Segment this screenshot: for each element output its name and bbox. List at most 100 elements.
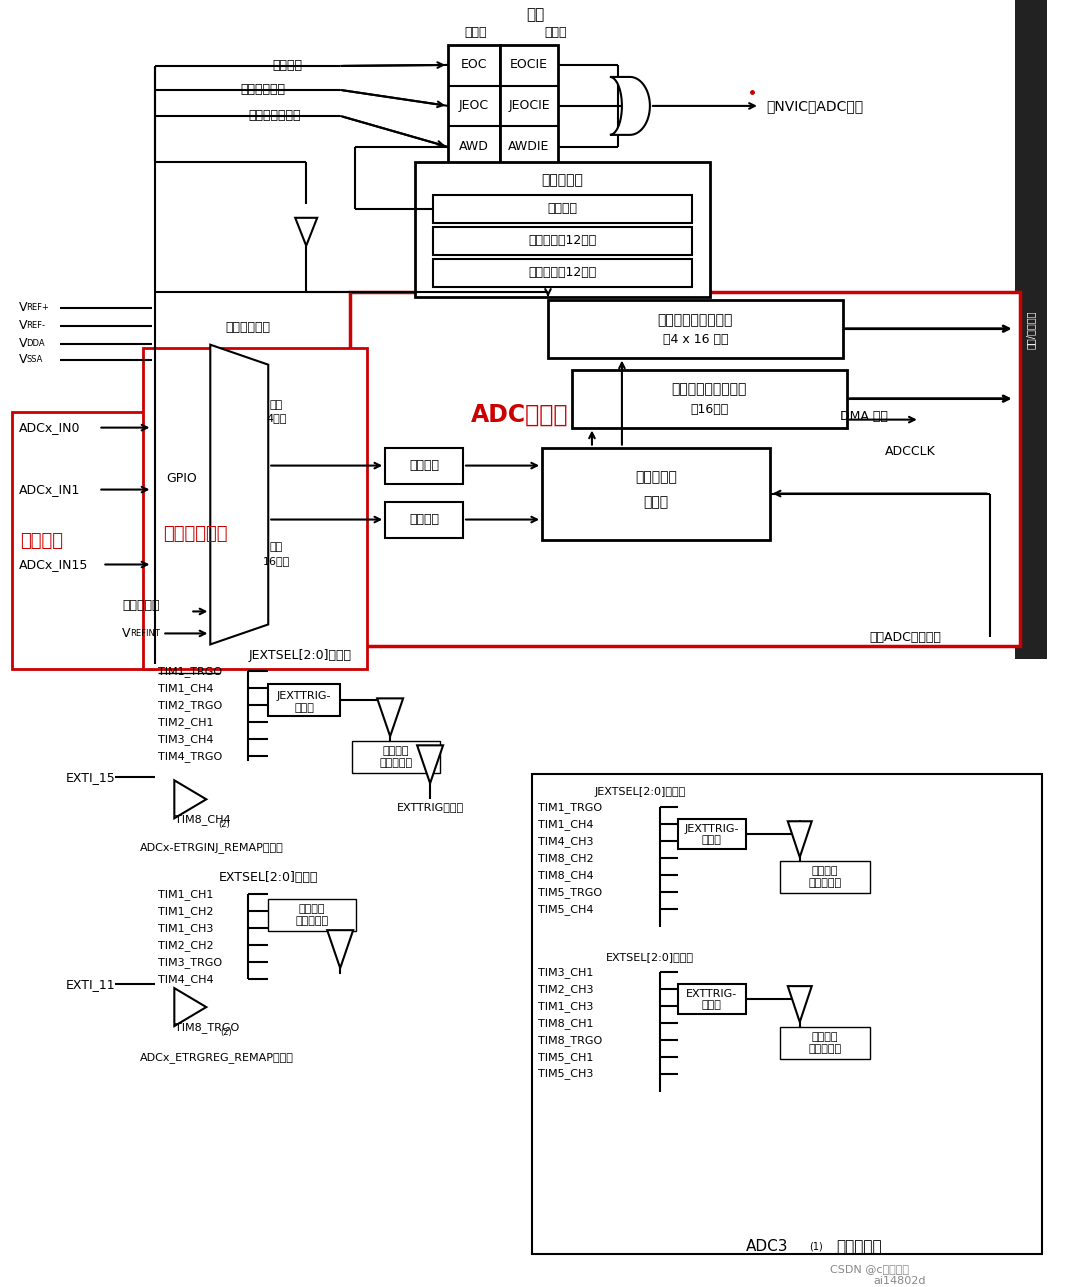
FancyBboxPatch shape: [268, 900, 356, 932]
Text: TIM8_CH4: TIM8_CH4: [176, 813, 230, 825]
Text: ADCx-ETRGINJ_REMAP控制位: ADCx-ETRGINJ_REMAP控制位: [140, 842, 284, 853]
Polygon shape: [174, 988, 207, 1026]
Text: 阈值低限（12位）: 阈值低限（12位）: [529, 266, 597, 279]
Text: TIM8_CH1: TIM8_CH1: [538, 1018, 593, 1028]
FancyBboxPatch shape: [677, 985, 745, 1014]
Text: TIM8_CH4: TIM8_CH4: [538, 870, 593, 880]
Text: JEOC: JEOC: [459, 99, 489, 112]
Text: 阈值高限（12位）: 阈值高限（12位）: [529, 234, 597, 247]
Text: EOCIE: EOCIE: [510, 58, 548, 72]
Text: ADC3: ADC3: [745, 1239, 788, 1255]
Text: TIM2_CH1: TIM2_CH1: [158, 717, 214, 728]
FancyBboxPatch shape: [548, 300, 842, 358]
Text: （4 x 16 位）: （4 x 16 位）: [662, 333, 728, 346]
Text: JEXTSEL[2:0]控制位: JEXTSEL[2:0]控制位: [595, 788, 686, 797]
Text: 转换结束: 转换结束: [272, 59, 303, 72]
FancyBboxPatch shape: [532, 775, 1041, 1254]
Text: ADCx_ETRGREG_REMAP控制位: ADCx_ETRGREG_REMAP控制位: [140, 1051, 294, 1063]
FancyBboxPatch shape: [143, 347, 367, 669]
Text: EXTSEL[2:0]控制位: EXTSEL[2:0]控制位: [219, 871, 318, 884]
Text: REFINT: REFINT: [130, 629, 160, 638]
Text: 16通道: 16通道: [263, 556, 290, 566]
FancyBboxPatch shape: [268, 685, 340, 717]
Text: TIM1_TRGO: TIM1_TRGO: [158, 665, 223, 677]
Text: 开始触发: 开始触发: [811, 1032, 838, 1042]
Polygon shape: [377, 699, 403, 736]
Text: 的触发信号: 的触发信号: [837, 1239, 882, 1255]
Text: TIM2_TRGO: TIM2_TRGO: [158, 700, 223, 710]
Text: DMA 请求: DMA 请求: [840, 411, 887, 423]
Text: （规则组）: （规则组）: [296, 916, 328, 927]
Text: TIM1_CH1: TIM1_CH1: [158, 889, 213, 900]
Text: TIM1_CH4: TIM1_CH4: [538, 819, 593, 830]
FancyBboxPatch shape: [572, 369, 847, 427]
Text: TIM1_CH3: TIM1_CH3: [538, 1001, 593, 1012]
Text: GPIO: GPIO: [166, 472, 197, 485]
Text: （注入组）: （注入组）: [808, 878, 841, 888]
Text: REF+: REF+: [27, 304, 50, 313]
FancyBboxPatch shape: [542, 448, 770, 539]
Text: TIM5_CH3: TIM5_CH3: [538, 1068, 593, 1080]
FancyBboxPatch shape: [433, 259, 691, 287]
Text: TIM8_TRGO: TIM8_TRGO: [538, 1035, 602, 1045]
Text: 总线/数据总线: 总线/数据总线: [1025, 310, 1036, 349]
Text: TIM5_CH4: TIM5_CH4: [538, 903, 593, 915]
Text: JEOCIE: JEOCIE: [508, 99, 550, 112]
Text: 控制位: 控制位: [294, 704, 314, 713]
Text: EXTTRIG-: EXTTRIG-: [686, 990, 738, 999]
Text: AWD: AWD: [459, 140, 489, 153]
Text: EXTTRIG控制位: EXTTRIG控制位: [396, 802, 464, 812]
Polygon shape: [327, 931, 353, 968]
Text: CSDN @c语言的神: CSDN @c语言的神: [830, 1264, 909, 1274]
FancyBboxPatch shape: [386, 448, 463, 484]
Text: 开始触发: 开始触发: [383, 746, 409, 757]
Text: 控制位: 控制位: [702, 835, 722, 846]
Text: (2): (2): [219, 820, 230, 829]
Text: 规则通道数据寄存器: 规则通道数据寄存器: [672, 382, 747, 396]
Text: SSA: SSA: [27, 355, 43, 364]
Text: TIM4_TRGO: TIM4_TRGO: [158, 750, 223, 762]
FancyBboxPatch shape: [386, 502, 463, 538]
Text: 连接通道模块: 连接通道模块: [164, 525, 228, 543]
Text: TIM3_CH1: TIM3_CH1: [538, 967, 593, 978]
Text: TIM2_CH2: TIM2_CH2: [158, 940, 214, 951]
Polygon shape: [787, 986, 812, 1022]
Text: ADCx_IN15: ADCx_IN15: [18, 559, 88, 571]
Text: V: V: [18, 353, 27, 367]
Text: 开始触发: 开始触发: [811, 866, 838, 876]
FancyBboxPatch shape: [500, 45, 558, 167]
Text: 输入模块: 输入模块: [20, 532, 64, 550]
Text: V: V: [18, 301, 27, 314]
Polygon shape: [610, 77, 649, 135]
Text: 模拟至数字: 模拟至数字: [635, 471, 676, 485]
FancyBboxPatch shape: [1015, 0, 1047, 659]
Text: 温度传感器: 温度传感器: [123, 598, 159, 611]
Text: 规则通道: 规则通道: [409, 514, 439, 526]
Text: AWDIE: AWDIE: [508, 140, 549, 153]
Text: 转换器: 转换器: [643, 495, 669, 510]
Text: REF-: REF-: [27, 322, 45, 331]
Text: 比较结果: 比较结果: [547, 202, 577, 215]
Text: 模拟看门狗事件: 模拟看门狗事件: [249, 109, 300, 122]
Text: 使能位: 使能位: [545, 27, 568, 40]
Text: 4通道: 4通道: [266, 413, 286, 422]
Text: 注入通道: 注入通道: [409, 459, 439, 472]
Text: 模拟多路开关: 模拟多路开关: [226, 322, 270, 335]
Text: ADCx_IN1: ADCx_IN1: [18, 483, 80, 495]
Text: （注入组）: （注入组）: [379, 758, 412, 768]
Text: 注入转换结束: 注入转换结束: [240, 84, 285, 97]
Text: TIM3_TRGO: TIM3_TRGO: [158, 956, 223, 968]
Text: TIM8_TRGO: TIM8_TRGO: [176, 1022, 239, 1032]
Polygon shape: [174, 780, 207, 819]
Text: 至NVIC的ADC中断: 至NVIC的ADC中断: [766, 99, 863, 113]
Text: 模拟看门狗: 模拟看门狗: [542, 172, 584, 187]
FancyBboxPatch shape: [433, 194, 691, 223]
Text: 来自ADC预分频器: 来自ADC预分频器: [870, 631, 941, 644]
FancyBboxPatch shape: [152, 385, 210, 573]
Text: JEXTSEL[2:0]控制位: JEXTSEL[2:0]控制位: [249, 649, 351, 662]
Text: 最多: 最多: [269, 543, 283, 552]
Text: （16位）: （16位）: [690, 403, 728, 416]
Text: EOC: EOC: [461, 58, 487, 72]
Text: 控制位: 控制位: [702, 1000, 722, 1010]
Text: （规则组）: （规则组）: [808, 1044, 841, 1054]
